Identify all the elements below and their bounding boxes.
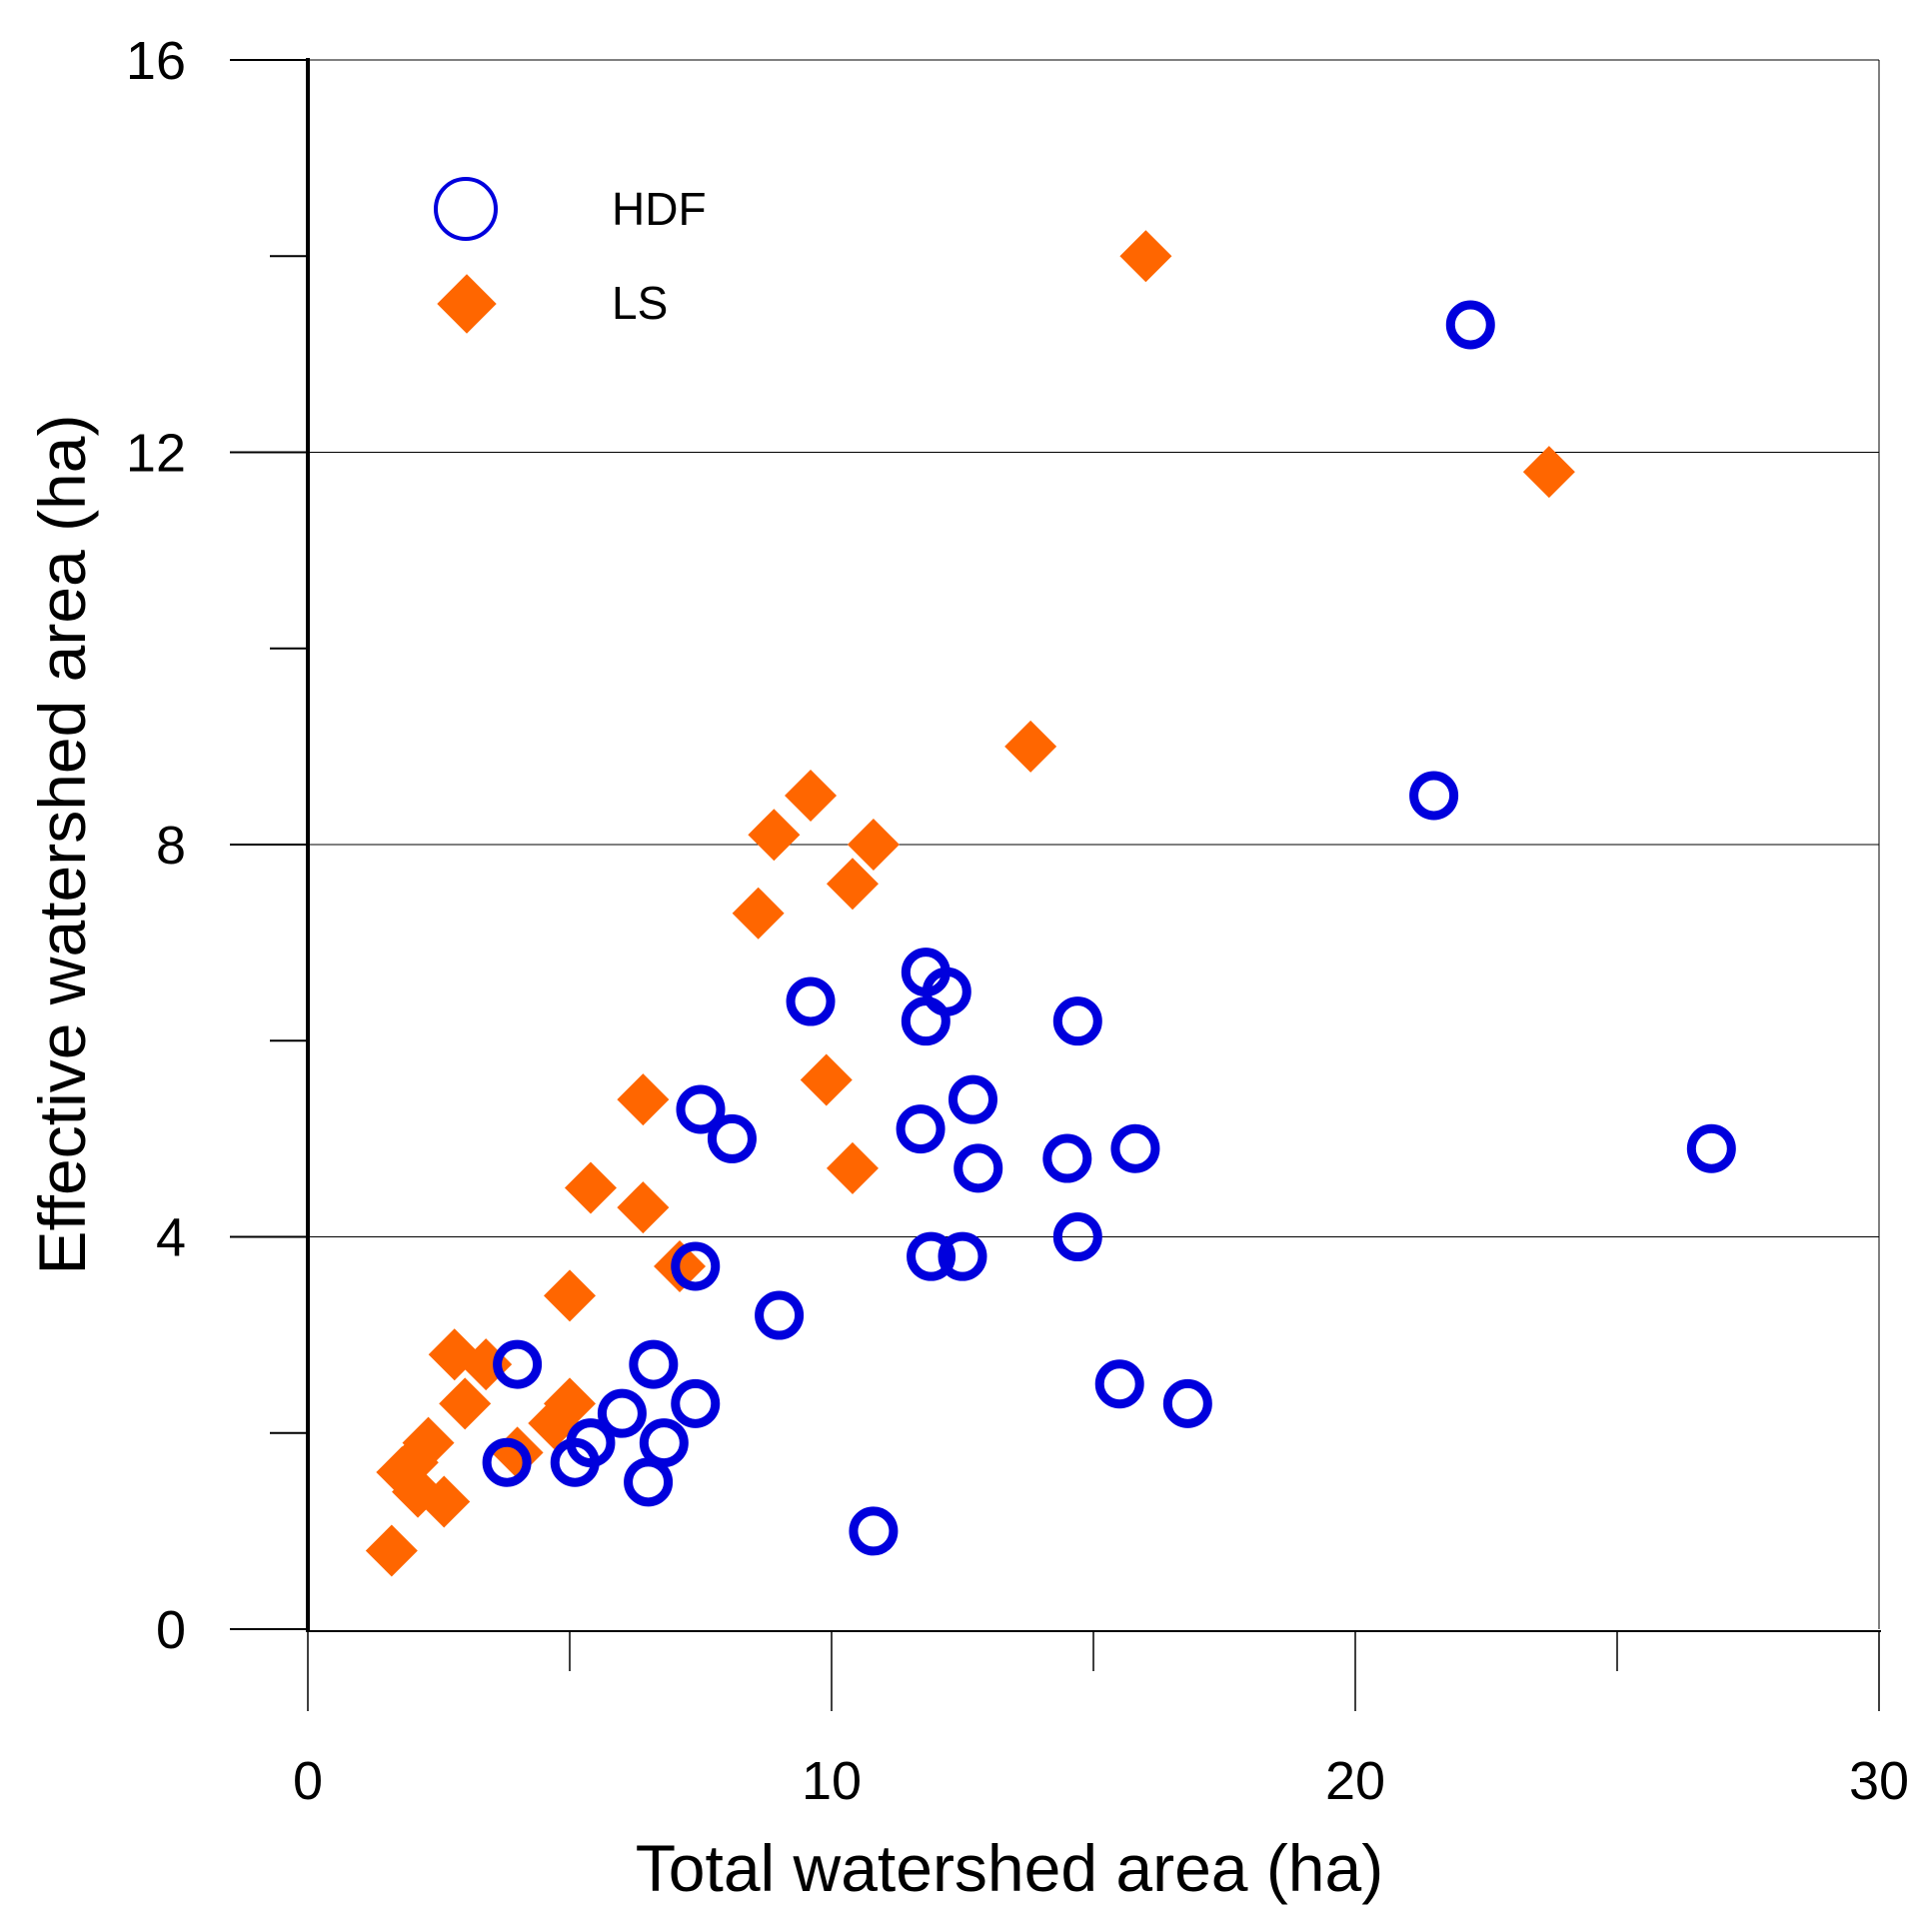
x-tick-labels: 0 10 20 30: [293, 1751, 1909, 1811]
x-tick-label: 20: [1325, 1751, 1385, 1811]
hdf-point: [896, 1104, 946, 1154]
ls-point: [800, 1053, 853, 1106]
series-hdf: [482, 300, 1736, 1556]
hdf-point: [1052, 1212, 1102, 1261]
y-axis-title: Effective watershed area (ha): [25, 415, 99, 1275]
ls-point: [365, 1524, 418, 1577]
y-tick-label: 16: [126, 31, 186, 91]
legend-hdf-label: HDF: [612, 183, 707, 235]
ls-point: [617, 1181, 670, 1234]
hdf-point: [849, 1506, 899, 1556]
hdf-point: [948, 1074, 997, 1124]
ls-point: [785, 769, 838, 822]
x-axis-title: Total watershed area (ha): [636, 1831, 1383, 1905]
y-ticks: [230, 59, 308, 1630]
hdf-point: [629, 1339, 679, 1389]
ls-point: [544, 1269, 596, 1322]
hdf-point: [482, 1437, 532, 1487]
hdf-point: [1042, 1133, 1092, 1183]
hdf-point: [676, 1084, 726, 1134]
y-tick-label: 12: [126, 424, 186, 484]
ls-point: [748, 809, 801, 862]
hdf-point: [755, 1290, 805, 1340]
ls-point: [544, 1377, 596, 1430]
ls-point: [732, 887, 785, 940]
ls-point: [1522, 446, 1575, 499]
hdf-point: [671, 1241, 721, 1291]
ls-point: [826, 858, 879, 911]
y-tick-labels: 0 4 8 12 16: [126, 31, 186, 1660]
hdf-point: [922, 966, 971, 1016]
hdf-point: [1162, 1378, 1212, 1428]
hdf-point: [907, 1231, 957, 1281]
ls-point: [1119, 230, 1172, 283]
legend: HDF LS: [434, 177, 707, 334]
hdf-point: [938, 1231, 987, 1281]
x-tick-label: 10: [802, 1751, 862, 1811]
y-tick-label: 4: [156, 1208, 186, 1268]
y-tick-label: 0: [156, 1600, 186, 1660]
ls-point: [847, 819, 900, 871]
ls-point: [439, 1377, 492, 1430]
ls-point: [491, 1426, 544, 1479]
legend-hdf-marker: [434, 177, 498, 241]
plot-frame: [308, 59, 1880, 1629]
ls-point: [1004, 720, 1057, 773]
ls-point: [418, 1475, 471, 1528]
x-ticks: [307, 1631, 1880, 1711]
ls-point: [617, 1073, 670, 1126]
y-tick-label: 8: [156, 816, 186, 876]
legend-ls-marker: [437, 274, 497, 334]
hdf-point: [671, 1378, 721, 1428]
hdf-point: [786, 976, 836, 1026]
hdf-point: [493, 1339, 543, 1389]
hdf-point: [639, 1418, 689, 1468]
y-gridlines: [308, 452, 1879, 1237]
ls-point: [402, 1416, 455, 1469]
hdf-point: [624, 1457, 674, 1507]
hdf-point: [1445, 300, 1495, 350]
hdf-point: [597, 1388, 647, 1438]
hdf-point: [1094, 1359, 1144, 1409]
hdf-point: [954, 1143, 1003, 1193]
x-tick-label: 30: [1849, 1751, 1909, 1811]
hdf-point: [1052, 996, 1102, 1046]
hdf-point: [1686, 1123, 1736, 1173]
series-ls: [365, 230, 1575, 1577]
hdf-point: [707, 1113, 757, 1163]
ls-point: [826, 1141, 879, 1194]
hdf-point: [1110, 1123, 1160, 1173]
hdf-point: [1409, 771, 1459, 821]
legend-ls-label: LS: [612, 277, 668, 329]
hdf-point: [566, 1418, 616, 1468]
ls-point: [564, 1161, 617, 1214]
x-tick-label: 0: [293, 1751, 323, 1811]
